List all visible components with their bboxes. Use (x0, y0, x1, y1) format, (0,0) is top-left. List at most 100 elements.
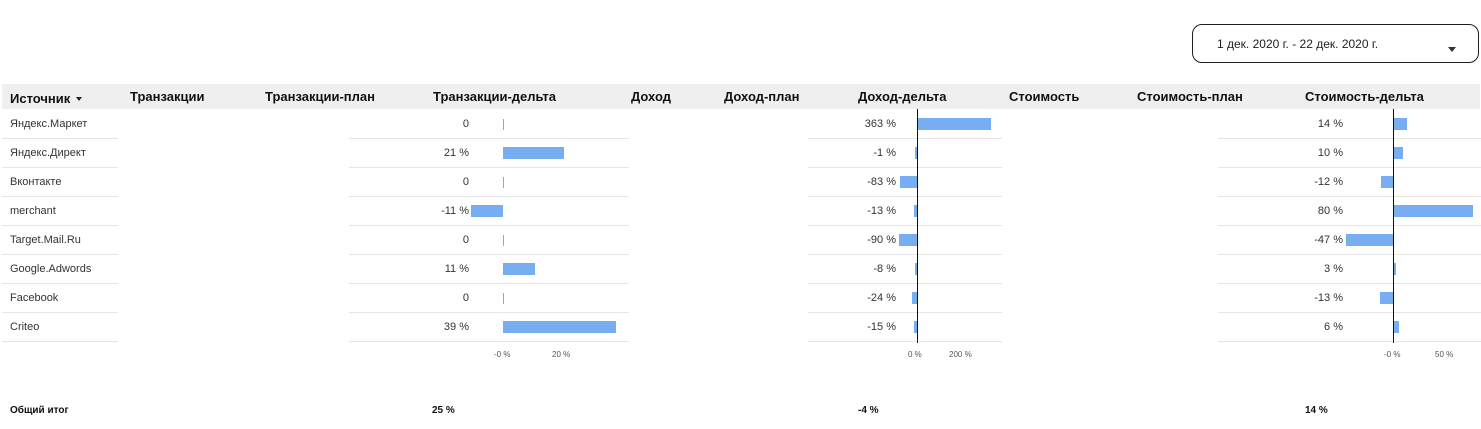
txn-delta-bar (503, 177, 504, 188)
rev-delta-label: -24 % (867, 292, 896, 304)
rev-delta-bar (913, 321, 917, 333)
txn-delta-label: 39 % (443, 321, 469, 333)
source-cell[interactable]: Target.Mail.Ru (10, 234, 81, 246)
row-divider (1218, 167, 1481, 168)
txn-delta-label: 0 (462, 292, 469, 304)
caret-down-icon[interactable] (1448, 41, 1456, 55)
row-divider (349, 254, 629, 255)
txn-delta-bar (471, 205, 503, 217)
row-divider (349, 138, 629, 139)
cost-delta-label: -13 % (1314, 292, 1343, 304)
row-divider (808, 196, 1002, 197)
row-divider (808, 138, 1002, 139)
rev-zero-axis (917, 109, 918, 343)
rev-delta-bar (914, 205, 917, 217)
header-cost[interactable]: Стоимость (1009, 89, 1080, 104)
row-divider (2, 312, 118, 313)
cost-delta-bar (1393, 321, 1399, 333)
cost-delta-bar (1393, 263, 1396, 275)
rev-delta-label: -15 % (867, 321, 896, 333)
row-divider (1218, 283, 1481, 284)
source-cell[interactable]: merchant (10, 205, 56, 217)
txn-delta-label: 0 (462, 234, 469, 246)
cost-delta-bar (1393, 147, 1403, 159)
cost-delta-label: -12 % (1314, 176, 1343, 188)
row-divider (808, 254, 1002, 255)
cost-delta-label: 80 % (1317, 205, 1343, 217)
rev-delta-label: 363 % (864, 118, 896, 130)
cost-delta-label: 3 % (1324, 263, 1343, 275)
txn-delta-bar (503, 263, 535, 275)
txn-delta-bar (503, 321, 617, 333)
source-cell[interactable]: Google.Adwords (10, 263, 92, 275)
header-revenue-delta[interactable]: Доход-дельта (858, 89, 947, 104)
sort-desc-icon[interactable] (76, 84, 83, 109)
source-cell[interactable]: Criteo (10, 321, 40, 333)
row-divider (808, 341, 1002, 342)
row-divider (349, 341, 629, 342)
rev-delta-label: -1 % (873, 147, 896, 159)
row-divider (2, 138, 118, 139)
total-label: Общий итог (10, 405, 69, 416)
table-header-bar (2, 84, 1480, 109)
txn-delta-label: 21 % (443, 147, 469, 159)
rev-tick-label: 0 % (908, 350, 922, 359)
source-cell[interactable]: Facebook (10, 292, 59, 304)
header-transactions[interactable]: Транзакции (130, 89, 205, 104)
row-divider (2, 196, 118, 197)
txn-delta-label: 11 % (444, 263, 469, 275)
total-revenue-delta: -4 % (858, 405, 879, 416)
total-transactions-delta: 25 % (432, 405, 455, 416)
row-divider (349, 312, 629, 313)
rev-delta-bar (899, 176, 917, 188)
header-source[interactable]: Источник (10, 84, 83, 109)
rev-delta-label: -90 % (867, 234, 896, 246)
row-divider (349, 167, 629, 168)
row-divider (2, 254, 118, 255)
date-range-label: 1 дек. 2020 г. - 22 дек. 2020 г. (1217, 37, 1379, 51)
header-transactions-plan[interactable]: Транзакции-план (265, 89, 375, 104)
header-revenue-plan[interactable]: Доход-план (724, 89, 800, 104)
rev-delta-bar (915, 263, 917, 275)
source-cell[interactable]: Вконтакте (10, 176, 62, 188)
txn-delta-label: 0 (462, 118, 469, 130)
cost-zero-axis (1393, 109, 1394, 343)
row-divider (349, 196, 629, 197)
source-cell[interactable]: Яндекс.Директ (10, 147, 86, 159)
rev-delta-label: -83 % (867, 176, 896, 188)
row-divider (1218, 341, 1481, 342)
row-divider (2, 341, 118, 342)
rev-tick-label: 200 % (949, 350, 972, 359)
cost-delta-bar (1393, 205, 1473, 217)
cost-delta-label: 10 % (1317, 147, 1343, 159)
rev-delta-bar (898, 234, 917, 246)
header-revenue[interactable]: Доход (631, 89, 671, 104)
txn-tick-label: -0 % (494, 350, 511, 359)
header-source-label: Источник (10, 91, 71, 106)
row-divider (1218, 312, 1481, 313)
row-divider (2, 167, 118, 168)
cost-tick-label: -0 % (1384, 350, 1401, 359)
cost-delta-label: 6 % (1324, 321, 1343, 333)
txn-delta-label: 0 (462, 176, 469, 188)
header-transactions-delta[interactable]: Транзакции-дельта (433, 89, 556, 104)
cost-delta-bar (1381, 176, 1393, 188)
header-cost-plan[interactable]: Стоимость-план (1137, 89, 1243, 104)
rev-delta-label: -13 % (867, 205, 896, 217)
cost-delta-label: 14 % (1317, 118, 1343, 130)
row-divider (808, 283, 1002, 284)
row-divider (1218, 196, 1481, 197)
row-divider (1218, 225, 1481, 226)
cost-delta-bar (1346, 234, 1393, 246)
txn-delta-label: -11 % (441, 205, 469, 217)
row-divider (1218, 138, 1481, 139)
total-cost-delta: 14 % (1305, 405, 1328, 416)
row-divider (808, 225, 1002, 226)
source-cell[interactable]: Яндекс.Маркет (10, 118, 88, 130)
rev-delta-bar (917, 118, 992, 130)
header-cost-delta[interactable]: Стоимость-дельта (1305, 89, 1424, 104)
cost-tick-label: 50 % (1435, 350, 1454, 359)
date-range-picker[interactable]: 1 дек. 2020 г. - 22 дек. 2020 г. (1192, 24, 1479, 63)
row-divider (349, 225, 629, 226)
cost-delta-bar (1380, 292, 1393, 304)
